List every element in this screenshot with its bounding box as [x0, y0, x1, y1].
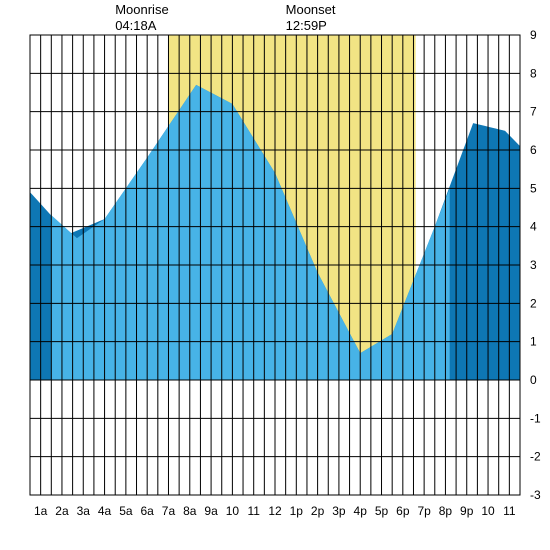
- y-tick-label: 8: [530, 66, 537, 80]
- x-tick-label: 4p: [354, 504, 368, 518]
- x-tick-label: 9p: [460, 504, 474, 518]
- x-tick-label: 10: [481, 504, 495, 518]
- x-tick-label: 10: [226, 504, 240, 518]
- x-tick-label: 1p: [290, 504, 304, 518]
- x-tick-label: 5p: [375, 504, 389, 518]
- x-tick-label: 2a: [55, 504, 69, 518]
- y-tick-label: -2: [530, 450, 541, 464]
- y-tick-label: 9: [530, 28, 537, 42]
- x-tick-label: 11: [503, 504, 516, 518]
- y-tick-label: -3: [530, 488, 541, 502]
- x-tick-label: 6a: [140, 504, 154, 518]
- tide-chart: -3-2-101234567891a2a3a4a5a6a7a8a9a101112…: [0, 0, 550, 550]
- x-tick-label: 11: [247, 504, 260, 518]
- y-tick-label: 1: [530, 335, 537, 349]
- y-tick-label: 3: [530, 258, 537, 272]
- x-tick-label: 1a: [34, 504, 48, 518]
- x-tick-label: 6p: [396, 504, 410, 518]
- x-tick-label: 7a: [162, 504, 176, 518]
- x-tick-label: 9a: [204, 504, 218, 518]
- x-tick-label: 8p: [439, 504, 453, 518]
- x-tick-label: 3p: [332, 504, 346, 518]
- chart-svg: -3-2-101234567891a2a3a4a5a6a7a8a9a101112…: [0, 0, 550, 550]
- x-tick-label: 12: [268, 504, 282, 518]
- y-tick-label: 0: [530, 373, 537, 387]
- x-tick-label: 7p: [417, 504, 431, 518]
- x-tick-label: 2p: [311, 504, 325, 518]
- y-tick-label: -1: [530, 411, 541, 425]
- moonset-value: 12:59P: [286, 18, 327, 33]
- x-tick-label: 5a: [119, 504, 133, 518]
- moonrise-value: 04:18A: [115, 18, 157, 33]
- x-tick-label: 3a: [77, 504, 91, 518]
- y-tick-label: 6: [530, 143, 537, 157]
- y-tick-label: 5: [530, 181, 537, 195]
- y-tick-label: 4: [530, 220, 537, 234]
- x-tick-label: 4a: [98, 504, 112, 518]
- y-tick-label: 2: [530, 296, 537, 310]
- moonset-title: Moonset: [286, 2, 336, 17]
- x-tick-label: 8a: [183, 504, 197, 518]
- y-tick-label: 7: [530, 105, 537, 119]
- moonrise-title: Moonrise: [115, 2, 168, 17]
